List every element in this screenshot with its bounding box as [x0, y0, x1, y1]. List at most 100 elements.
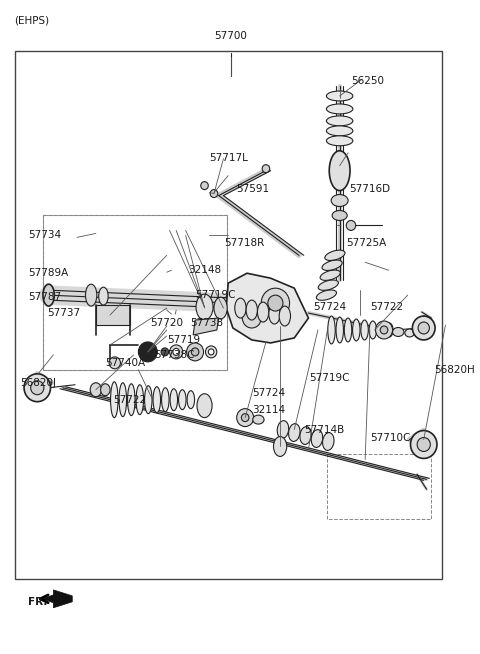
- Bar: [327, 455, 432, 519]
- Bar: [43, 215, 227, 370]
- Circle shape: [268, 295, 283, 311]
- Ellipse shape: [288, 424, 300, 441]
- Text: FR.: FR.: [28, 597, 47, 607]
- Text: 57724: 57724: [252, 388, 285, 398]
- Text: 57700: 57700: [215, 31, 247, 41]
- Circle shape: [417, 438, 431, 451]
- Circle shape: [109, 357, 120, 369]
- Circle shape: [412, 316, 435, 340]
- Ellipse shape: [128, 384, 135, 416]
- Circle shape: [192, 348, 199, 356]
- Ellipse shape: [326, 116, 353, 126]
- Ellipse shape: [323, 432, 334, 451]
- Text: 57591: 57591: [236, 184, 269, 194]
- Ellipse shape: [208, 349, 214, 355]
- Ellipse shape: [169, 345, 183, 359]
- Ellipse shape: [344, 318, 352, 342]
- Polygon shape: [193, 318, 219, 335]
- Ellipse shape: [326, 104, 353, 114]
- Text: 56250: 56250: [351, 76, 384, 86]
- Text: 57716D: 57716D: [349, 184, 390, 194]
- Ellipse shape: [277, 421, 288, 438]
- Circle shape: [261, 288, 289, 318]
- Ellipse shape: [328, 316, 335, 344]
- Ellipse shape: [326, 136, 353, 146]
- Text: 56820J: 56820J: [20, 378, 56, 388]
- Text: 57734: 57734: [28, 230, 61, 241]
- Ellipse shape: [257, 302, 269, 322]
- Ellipse shape: [320, 270, 340, 281]
- Ellipse shape: [246, 300, 257, 320]
- Ellipse shape: [269, 304, 280, 324]
- Text: 57719: 57719: [167, 335, 200, 345]
- Circle shape: [161, 348, 168, 356]
- Text: 57719C: 57719C: [310, 373, 350, 383]
- Circle shape: [375, 321, 393, 339]
- Circle shape: [262, 165, 270, 173]
- Ellipse shape: [405, 329, 414, 337]
- Text: 57720: 57720: [151, 318, 184, 328]
- Ellipse shape: [322, 260, 342, 271]
- Ellipse shape: [336, 317, 344, 343]
- Ellipse shape: [300, 426, 312, 445]
- Polygon shape: [226, 273, 309, 343]
- Text: 57724: 57724: [313, 302, 346, 312]
- Circle shape: [138, 342, 157, 362]
- Ellipse shape: [205, 346, 217, 358]
- Text: 57740A: 57740A: [105, 358, 145, 368]
- Ellipse shape: [377, 322, 385, 338]
- Ellipse shape: [144, 386, 152, 413]
- Text: 57722: 57722: [370, 302, 403, 312]
- Text: 57787: 57787: [28, 292, 61, 302]
- Bar: [14, 51, 442, 579]
- Ellipse shape: [110, 382, 118, 418]
- Ellipse shape: [214, 297, 227, 319]
- Ellipse shape: [311, 430, 323, 447]
- Text: 57719C: 57719C: [195, 290, 236, 300]
- Ellipse shape: [173, 349, 180, 355]
- Circle shape: [24, 374, 50, 402]
- Ellipse shape: [331, 194, 348, 207]
- Ellipse shape: [329, 151, 350, 190]
- Text: 57710C: 57710C: [370, 432, 410, 443]
- Text: 57738: 57738: [191, 318, 224, 328]
- Ellipse shape: [99, 287, 108, 305]
- Text: 56820H: 56820H: [434, 365, 475, 375]
- Ellipse shape: [197, 394, 212, 418]
- Text: (EHPS): (EHPS): [14, 15, 50, 26]
- Circle shape: [346, 220, 356, 230]
- Text: 57718R: 57718R: [224, 238, 264, 249]
- Circle shape: [418, 322, 430, 334]
- Text: 57737: 57737: [47, 308, 80, 318]
- Circle shape: [31, 381, 44, 395]
- Ellipse shape: [85, 284, 97, 306]
- Polygon shape: [43, 590, 72, 608]
- Ellipse shape: [361, 320, 368, 340]
- Ellipse shape: [385, 323, 393, 337]
- Text: 57717L: 57717L: [209, 153, 248, 163]
- Ellipse shape: [325, 250, 345, 260]
- Ellipse shape: [43, 284, 54, 306]
- Ellipse shape: [318, 280, 338, 290]
- Ellipse shape: [187, 390, 194, 409]
- Ellipse shape: [326, 126, 353, 136]
- Ellipse shape: [316, 290, 336, 300]
- Ellipse shape: [90, 383, 102, 397]
- Ellipse shape: [252, 415, 264, 424]
- Circle shape: [187, 343, 204, 361]
- Circle shape: [380, 326, 388, 334]
- Ellipse shape: [196, 294, 213, 320]
- Ellipse shape: [332, 211, 347, 220]
- Bar: [43, 215, 227, 370]
- Circle shape: [410, 430, 437, 458]
- Circle shape: [237, 409, 253, 426]
- Circle shape: [241, 413, 249, 422]
- Ellipse shape: [235, 298, 246, 318]
- Ellipse shape: [119, 383, 127, 417]
- Text: 57789A: 57789A: [28, 268, 68, 278]
- Polygon shape: [96, 305, 130, 325]
- Text: 32148: 32148: [189, 266, 222, 275]
- Ellipse shape: [279, 306, 290, 326]
- Text: 57714B: 57714B: [304, 424, 344, 435]
- Ellipse shape: [162, 388, 169, 411]
